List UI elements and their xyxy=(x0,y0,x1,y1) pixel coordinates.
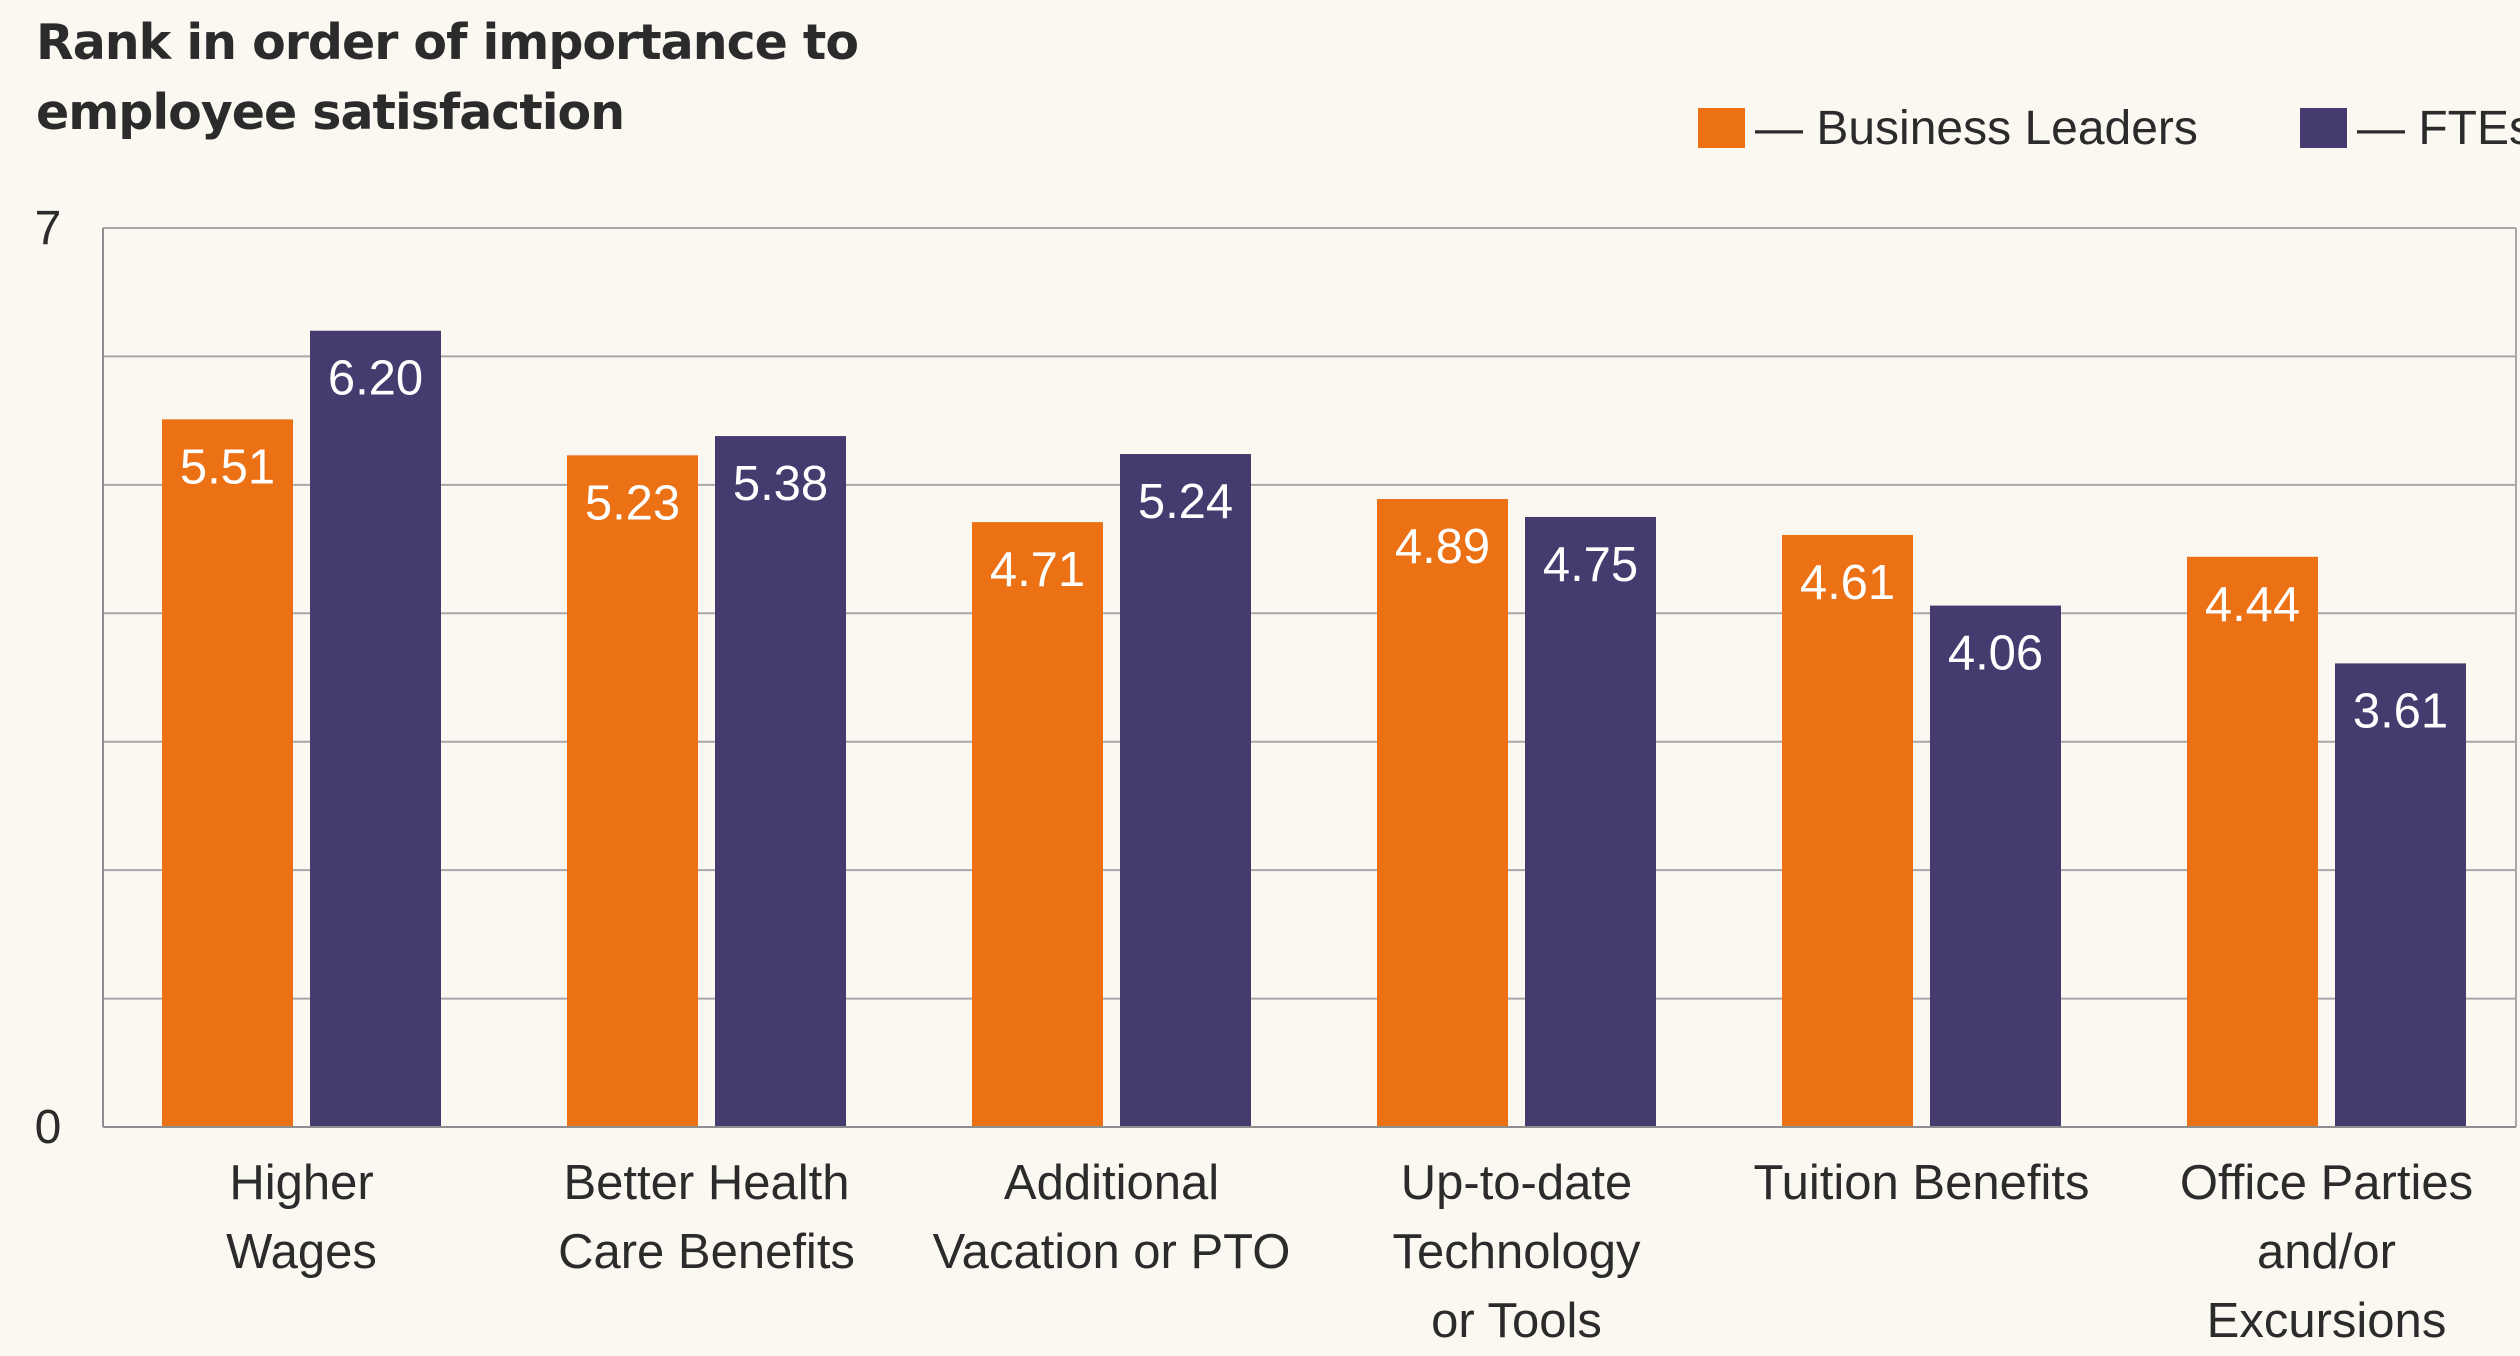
data-label: 3.61 xyxy=(2353,684,2448,738)
data-label: 4.89 xyxy=(1395,520,1490,574)
bar xyxy=(715,436,846,1127)
axes: 07 xyxy=(35,202,2517,1154)
legend-label-ftes: — FTEs xyxy=(2357,101,2520,155)
bar xyxy=(1930,605,2061,1127)
y-tick-label: 7 xyxy=(35,202,62,255)
bar xyxy=(972,522,1103,1127)
gridlines xyxy=(103,227,2516,1000)
bar xyxy=(1377,498,1508,1128)
legend-swatch-business-leaders xyxy=(1698,108,1745,148)
bar xyxy=(1782,534,1913,1127)
x-tick-label: or Tools xyxy=(1431,1294,1602,1348)
bar xyxy=(2335,663,2466,1127)
x-tick-label: Technology xyxy=(1393,1225,1641,1279)
chart-title: Rank in order of importance to employee … xyxy=(36,14,859,141)
data-label: 5.24 xyxy=(1138,475,1233,529)
data-label: 4.06 xyxy=(1948,627,2043,681)
bar xyxy=(162,419,293,1127)
data-label: 4.71 xyxy=(990,543,1085,597)
bar xyxy=(2187,556,2318,1127)
y-tick-label: 0 xyxy=(35,1101,62,1154)
x-tick-label: Higher xyxy=(229,1156,373,1210)
bar xyxy=(1120,454,1251,1127)
data-label: 4.44 xyxy=(2205,578,2300,632)
x-tick-label: Better Health xyxy=(564,1156,850,1210)
bars xyxy=(162,330,2466,1128)
data-label: 4.61 xyxy=(1800,556,1895,610)
x-tick-label: Tuition Benefits xyxy=(1754,1156,2090,1210)
x-tick-label: Wages xyxy=(226,1225,377,1279)
x-tick-label: and/or xyxy=(2257,1225,2396,1279)
x-tick-label: Additional xyxy=(1004,1156,1219,1210)
labels: 5.51 6.20 Higher Wages 5.23 5.38 Better Health… xyxy=(180,352,2473,1348)
bar xyxy=(1525,516,1656,1127)
legend-label-business-leaders: — Business Leaders xyxy=(1755,101,2198,155)
x-tick-label: Office Parties xyxy=(2180,1156,2473,1210)
x-tick-label: Care Benefits xyxy=(558,1225,855,1279)
legend-item-ftes: — FTEs xyxy=(2300,98,2520,158)
data-label: 5.38 xyxy=(733,457,828,511)
legend-swatch-ftes xyxy=(2300,108,2347,148)
x-tick-label: Up-to-date xyxy=(1401,1156,1633,1210)
data-label: 4.75 xyxy=(1543,538,1638,592)
x-tick-label: Excursions xyxy=(2207,1294,2447,1348)
bar xyxy=(310,330,441,1127)
data-label: 5.51 xyxy=(180,440,275,494)
data-label: 5.23 xyxy=(585,476,680,530)
data-label: 6.20 xyxy=(328,352,423,406)
bar xyxy=(567,455,698,1127)
x-tick-label: Vacation or PTO xyxy=(933,1225,1291,1279)
legend-item-business-leaders: — Business Leaders xyxy=(1698,98,2198,158)
